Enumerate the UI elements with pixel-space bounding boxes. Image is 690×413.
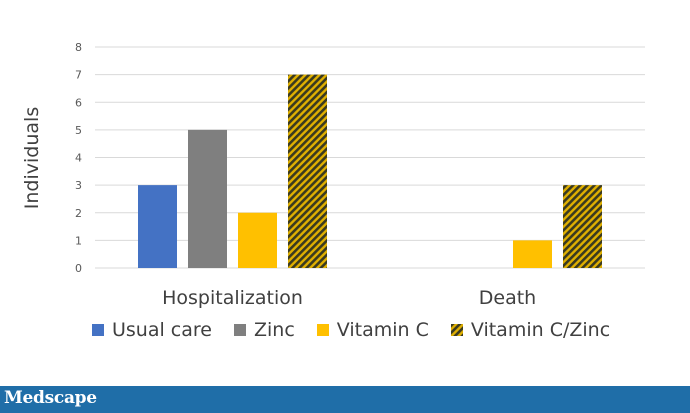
y-tick-label: 4 (75, 152, 82, 165)
legend-swatch (450, 324, 463, 336)
x-category-label: Death (479, 287, 536, 309)
x-category-label: Hospitalization (162, 287, 303, 309)
legend-swatch (316, 324, 329, 336)
y-tick-label: 6 (75, 96, 82, 109)
legend-swatch (92, 324, 104, 336)
y-tick-label: 1 (75, 234, 82, 247)
y-axis-ticks: 0 1 2 3 4 5 6 7 8 (75, 41, 82, 275)
x-axis-labels: Hospitalization Death (162, 287, 536, 309)
bar-chart: 0 1 2 3 4 5 6 7 8 Hospitalization Death Individua… (21, 41, 645, 309)
bar-zinc-hospitalization (188, 129, 227, 268)
legend-label: Vitamin C (336, 319, 429, 341)
bar-vitamin-c-death (513, 240, 552, 268)
bar-vitamin-c-zinc-hospitalization (288, 74, 327, 268)
legend-item: Vitamin C (316, 319, 429, 341)
legend-label: Zinc (253, 319, 295, 341)
legend-item: Usual care (92, 319, 212, 341)
y-tick-label: 0 (75, 262, 82, 275)
gridlines (95, 46, 645, 269)
legend-label: Vitamin C/Zinc (470, 319, 611, 341)
y-tick-label: 5 (75, 124, 82, 137)
legend-label: Usual care (112, 319, 212, 341)
y-tick-label: 7 (75, 69, 82, 82)
y-tick-label: 3 (75, 179, 82, 192)
footer-bar: Medscape (0, 386, 690, 413)
bar-vitamin-c-hospitalization (238, 212, 277, 268)
bars (138, 74, 602, 268)
chart-legend: Usual care Zinc Vitamin C Vitamin C/Zinc (92, 318, 610, 342)
y-tick-label: 2 (75, 207, 82, 220)
medscape-logo[interactable]: Medscape (4, 388, 97, 408)
legend-item: Vitamin C/Zinc (450, 319, 611, 341)
bar-vitamin-c-zinc-death (563, 185, 602, 268)
y-axis-label: Individuals (21, 107, 43, 209)
legend-swatch (233, 324, 246, 336)
y-tick-label: 8 (75, 41, 82, 54)
legend-item: Zinc (233, 319, 295, 341)
bar-usual-care-hospitalization (138, 185, 177, 268)
